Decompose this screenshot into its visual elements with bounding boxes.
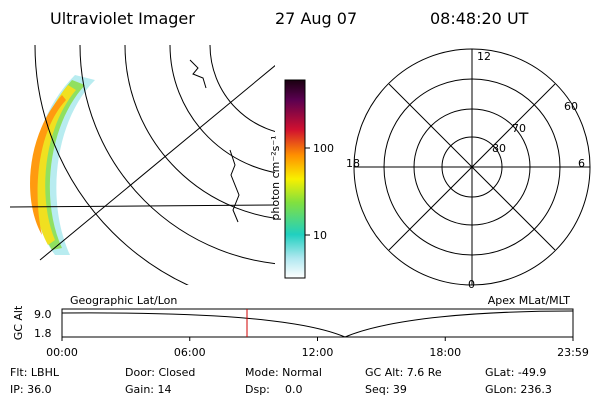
altitude-curve [61,310,574,338]
time-label: 12:00 [302,346,334,359]
time: 08:48:20 UT [430,9,529,28]
footer-field: IP: 36.0 [10,383,52,396]
colorbar-tick: 10 [313,229,327,242]
footer-field: Flt: LBHL [10,366,60,379]
map-grid [10,45,275,285]
time-label: 06:00 [174,346,206,359]
y-label: 1.8 [34,327,52,340]
lat-label: 60 [564,100,578,113]
aurora-image [10,45,275,285]
polar-grid [353,48,591,286]
footer-field: GLon: 236.3 [485,383,552,396]
date: 27 Aug 07 [275,9,357,28]
mlt-label: 6 [578,157,585,170]
footer-field: 0.0 [285,383,303,396]
time-label: 00:00 [46,346,78,359]
footer-field: Gain: 14 [125,383,172,396]
footer-field: Dsp: [245,383,270,396]
footer-field: Seq: 39 [365,383,407,396]
mlt-label: 0 [468,278,475,291]
footer-field: GC Alt: 7.6 Re [365,366,442,379]
y-label: 9.0 [34,308,52,321]
orbit-title: Apex MLat/MLT [488,294,571,307]
colorbar-tick: 100 [313,142,334,155]
footer-field: Door: Closed [125,366,195,379]
colorbar [284,79,306,279]
time-label: 18:00 [429,346,461,359]
axis-label: GC Alt [12,305,25,340]
mlt-label: 18 [346,157,360,170]
footer-field: GLat: -49.9 [485,366,546,379]
orbit-title: Geographic Lat/Lon [70,294,177,307]
lat-label: 80 [492,142,506,155]
instrument: Ultraviolet Imager [50,9,195,28]
footer-field: Mode: Normal [245,366,322,379]
time-label: 23:59 [557,346,589,359]
colorbar-label: photon cm⁻²s⁻¹ [269,135,282,220]
lat-label: 70 [512,122,526,135]
coastline [189,59,240,223]
mlt-label: 12 [477,50,491,63]
